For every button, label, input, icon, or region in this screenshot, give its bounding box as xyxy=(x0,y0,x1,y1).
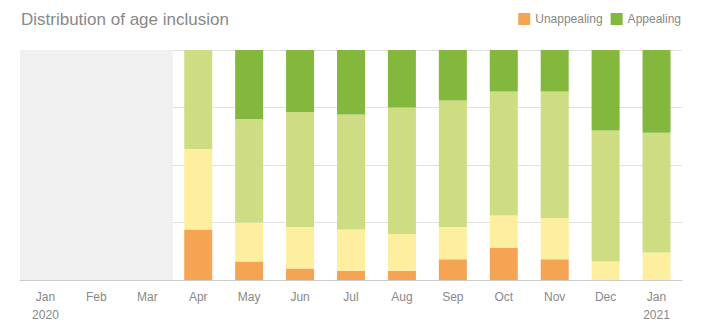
svg-text:2020: 2020 xyxy=(32,308,59,322)
svg-text:Jun: Jun xyxy=(290,290,309,304)
svg-text:Apr: Apr xyxy=(189,290,208,304)
svg-text:Unappealing: Unappealing xyxy=(535,12,602,26)
svg-text:Oct: Oct xyxy=(494,290,513,304)
svg-text:Appealing: Appealing xyxy=(628,12,681,26)
svg-text:Sep: Sep xyxy=(442,290,464,304)
svg-text:Jan: Jan xyxy=(36,290,55,304)
svg-text:2021: 2021 xyxy=(643,308,670,322)
svg-text:Feb: Feb xyxy=(86,290,107,304)
svg-text:Mar: Mar xyxy=(137,290,158,304)
svg-text:Aug: Aug xyxy=(391,290,412,304)
svg-text:Jan: Jan xyxy=(647,290,666,304)
svg-text:May: May xyxy=(238,290,261,304)
svg-text:Jul: Jul xyxy=(343,290,358,304)
svg-text:Nov: Nov xyxy=(544,290,565,304)
svg-text:Distribution of age inclusion: Distribution of age inclusion xyxy=(21,10,229,29)
svg-text:Dec: Dec xyxy=(595,290,616,304)
